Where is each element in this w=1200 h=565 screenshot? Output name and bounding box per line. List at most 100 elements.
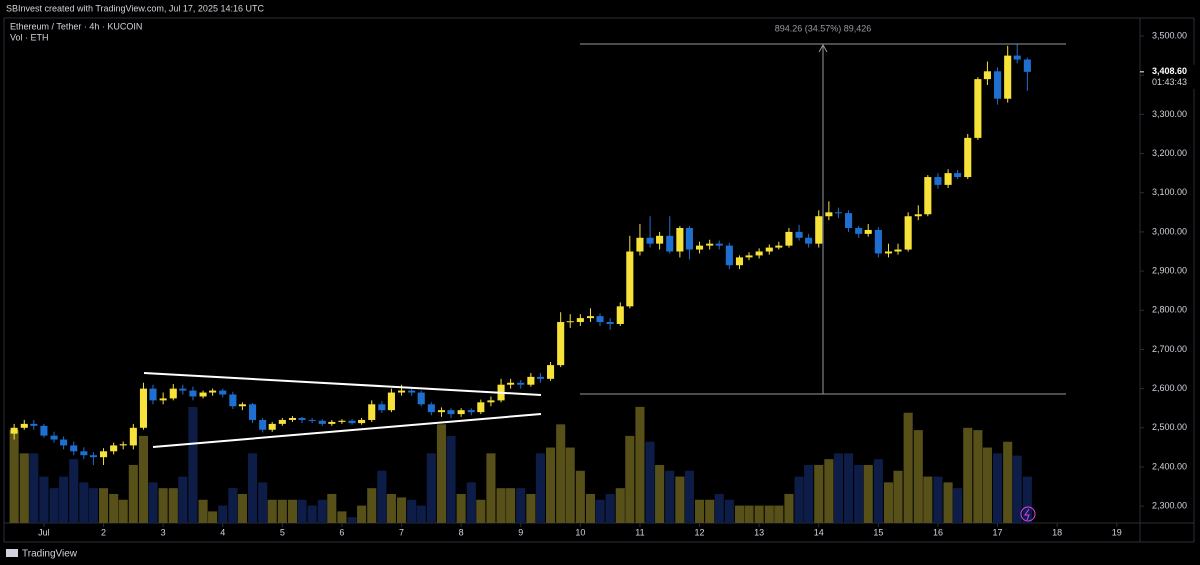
volume-bar <box>1022 476 1032 523</box>
credit: SBInvest created with TradingView.com, J… <box>6 3 264 13</box>
x-tick-label: 17 <box>993 527 1003 537</box>
candle-body <box>765 247 773 252</box>
candle-body <box>328 421 336 424</box>
volume-bar <box>535 453 545 523</box>
volume-bar <box>456 493 466 523</box>
volume-bar <box>665 470 675 523</box>
volume-bar <box>9 430 19 523</box>
last-price-box <box>1146 64 1198 89</box>
volume-bar <box>357 505 367 523</box>
volume-bar <box>69 459 79 523</box>
volume-bar <box>982 447 992 523</box>
logo <box>6 549 18 557</box>
y-tick-label: 2,300.00 <box>1152 501 1187 511</box>
candle-body <box>209 390 217 393</box>
volume-bar <box>714 493 724 523</box>
candle-body <box>129 427 137 446</box>
candle-body <box>139 388 148 428</box>
candle-body <box>477 402 485 413</box>
volume-bar <box>734 505 745 523</box>
volume-bar <box>655 464 665 523</box>
volume-bar <box>367 488 377 523</box>
candle-body <box>706 243 714 246</box>
x-tick-label: 11 <box>635 527 644 537</box>
candle-body <box>894 249 902 252</box>
candle-body <box>99 451 108 458</box>
volume-bar <box>188 406 198 523</box>
candle-body <box>219 390 227 395</box>
volume-bar <box>804 464 814 523</box>
chart-subtitle: Vol · ETH <box>10 32 49 42</box>
last-price-label: 3,408.60 <box>1152 66 1187 76</box>
candle-body <box>417 392 425 405</box>
volume-bar <box>317 499 327 523</box>
volume-bar <box>277 499 287 523</box>
candle-body <box>785 231 793 246</box>
candle-body <box>934 177 942 185</box>
volume-bar <box>784 493 794 523</box>
countdown: 01:43:43 <box>1152 77 1187 87</box>
candle-body <box>199 392 207 397</box>
volume-bar <box>565 447 575 523</box>
alert-icon[interactable] <box>1020 506 1036 522</box>
candle-body <box>815 216 823 244</box>
volume-bar <box>297 499 307 523</box>
volume-bar <box>953 488 963 523</box>
volume-bar <box>1003 441 1013 523</box>
candle-body <box>666 235 674 252</box>
volume-bar <box>844 453 854 523</box>
x-tick-label: Jul <box>38 527 50 537</box>
volume-bar <box>595 499 605 523</box>
x-tick-label: 6 <box>339 527 344 537</box>
price-pane <box>10 43 1031 466</box>
volume-bar <box>963 427 973 523</box>
volume-bar <box>386 493 396 523</box>
volume-bar <box>396 497 407 523</box>
volume-bar <box>337 511 347 523</box>
volume-bar <box>237 493 247 523</box>
volume-bar <box>168 488 178 523</box>
volume-bar <box>29 453 39 523</box>
volume-bar <box>585 493 596 523</box>
candle-body <box>974 79 982 138</box>
x-tick-label: 15 <box>873 527 883 537</box>
y-tick-label: 3,100.00 <box>1152 187 1187 197</box>
candle-body <box>775 245 783 248</box>
candle-body <box>507 382 515 385</box>
candle-body <box>119 444 127 446</box>
candle-body <box>964 137 972 178</box>
volume-bar <box>794 476 804 523</box>
candle-body <box>318 420 326 424</box>
candle-body <box>159 398 167 401</box>
volume-bar <box>148 482 158 523</box>
volume-bar <box>1012 455 1022 523</box>
volume-bar <box>486 453 496 523</box>
volume-bar <box>923 476 933 523</box>
candle-body <box>437 410 446 413</box>
x-tick-label: 8 <box>459 527 464 537</box>
trendline-lower <box>152 413 542 448</box>
volume-bar <box>754 505 764 523</box>
volume-bar <box>516 488 526 523</box>
volume-bar <box>635 406 645 523</box>
volume-bar <box>526 493 536 523</box>
volume-pane <box>9 406 1032 523</box>
candle-body <box>944 173 952 185</box>
volume-bar <box>615 488 625 523</box>
candle-body <box>696 245 704 250</box>
candle-body <box>536 376 544 379</box>
volume-bar <box>833 453 843 523</box>
volume-bar <box>407 499 417 523</box>
candle-body <box>834 212 842 214</box>
candle-body <box>576 318 584 323</box>
volume-bar <box>973 430 983 523</box>
candle-body <box>874 229 882 254</box>
candle-body <box>566 321 574 323</box>
y-tick-label: 3,200.00 <box>1152 148 1187 158</box>
candle-body <box>40 425 48 436</box>
volume-bar <box>98 488 109 523</box>
x-tick-label: 16 <box>933 527 943 537</box>
candle-body <box>487 400 495 403</box>
candle-body <box>517 382 525 385</box>
volume-bar <box>466 482 476 523</box>
